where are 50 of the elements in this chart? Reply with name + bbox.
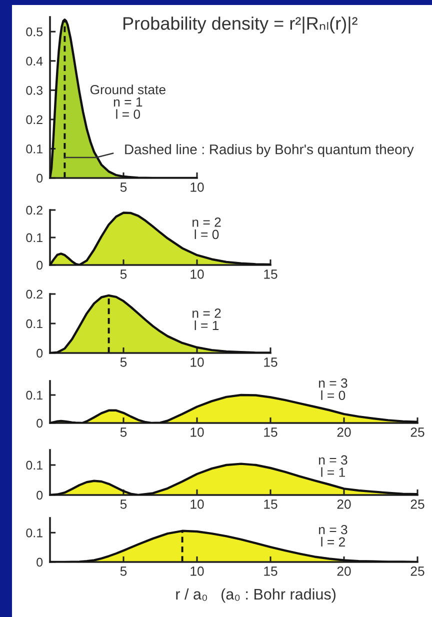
x-tick-label: 20 xyxy=(337,566,351,576)
y-tick-label: 0.1 xyxy=(26,390,42,400)
y-tick-label: 0 xyxy=(36,260,43,270)
x-tick-label: 10 xyxy=(190,428,204,437)
y-tick-label: 0 xyxy=(36,418,43,428)
x-tick-label: 10 xyxy=(190,358,204,367)
x-tick-label: 15 xyxy=(264,270,278,279)
y-tick-label: 0.2 xyxy=(26,290,42,299)
x-tick-label: 25 xyxy=(410,500,424,509)
y-tick-label: 0.1 xyxy=(26,460,42,470)
y-tick-label: 0.5 xyxy=(26,27,43,36)
x-tick-label: 5 xyxy=(120,182,127,192)
y-tick-label: 0 xyxy=(36,558,43,567)
x-tick-label: 10 xyxy=(190,270,204,279)
x-tick-label: 10 xyxy=(190,566,204,576)
x-tick-label: 15 xyxy=(264,566,278,576)
x-tick-label: 25 xyxy=(410,566,424,576)
y-tick-label: 0.2 xyxy=(26,115,42,124)
annotation: n = 3 l = 2 xyxy=(318,524,348,546)
x-tick-label: 10 xyxy=(190,500,204,509)
annotation: n = 3 l = 1 xyxy=(318,455,348,477)
x-tick-label: 15 xyxy=(264,428,278,437)
y-tick-label: 0 xyxy=(36,174,43,183)
y-tick-label: 0.1 xyxy=(26,144,42,154)
y-tick-label: 0 xyxy=(36,348,43,358)
text: Probability density = r²|Rₙₗ(r)|² xyxy=(124,16,358,34)
x-tick-label: 10 xyxy=(190,182,204,192)
x-tick-label: 20 xyxy=(337,500,351,509)
y-tick-label: 0.1 xyxy=(26,233,42,242)
y-tick-label: 0.1 xyxy=(26,528,42,538)
annotation: n = 2 l = 0 xyxy=(192,218,221,240)
x-tick-label: 5 xyxy=(120,270,127,279)
x-axis-title: r / a₀ (a₀ : Bohr radius) xyxy=(176,588,336,603)
y-tick-label: 0.2 xyxy=(26,206,42,215)
y-tick-label: 0.3 xyxy=(26,86,43,95)
annotation: n = 2 l = 1 xyxy=(192,308,221,330)
x-tick-label: 25 xyxy=(410,428,424,437)
annotation: n = 3 l = 0 xyxy=(318,378,348,400)
y-tick-label: 0 xyxy=(36,490,43,500)
x-tick-label: 5 xyxy=(120,500,127,509)
x-tick-label: 5 xyxy=(120,358,127,367)
x-tick-label: 5 xyxy=(120,428,127,437)
y-tick-label: 0.4 xyxy=(26,56,43,66)
x-tick-label: 20 xyxy=(337,428,351,437)
x-tick-label: 5 xyxy=(120,566,127,576)
x-tick-label: 15 xyxy=(264,358,278,367)
annotation: Dashed line : Radius by Bohr's quantum theory xyxy=(125,144,414,158)
x-tick-label: 15 xyxy=(264,500,278,509)
annotation: Ground state n = 1 l = 0 xyxy=(90,84,166,119)
y-tick-label: 0.1 xyxy=(26,319,42,328)
